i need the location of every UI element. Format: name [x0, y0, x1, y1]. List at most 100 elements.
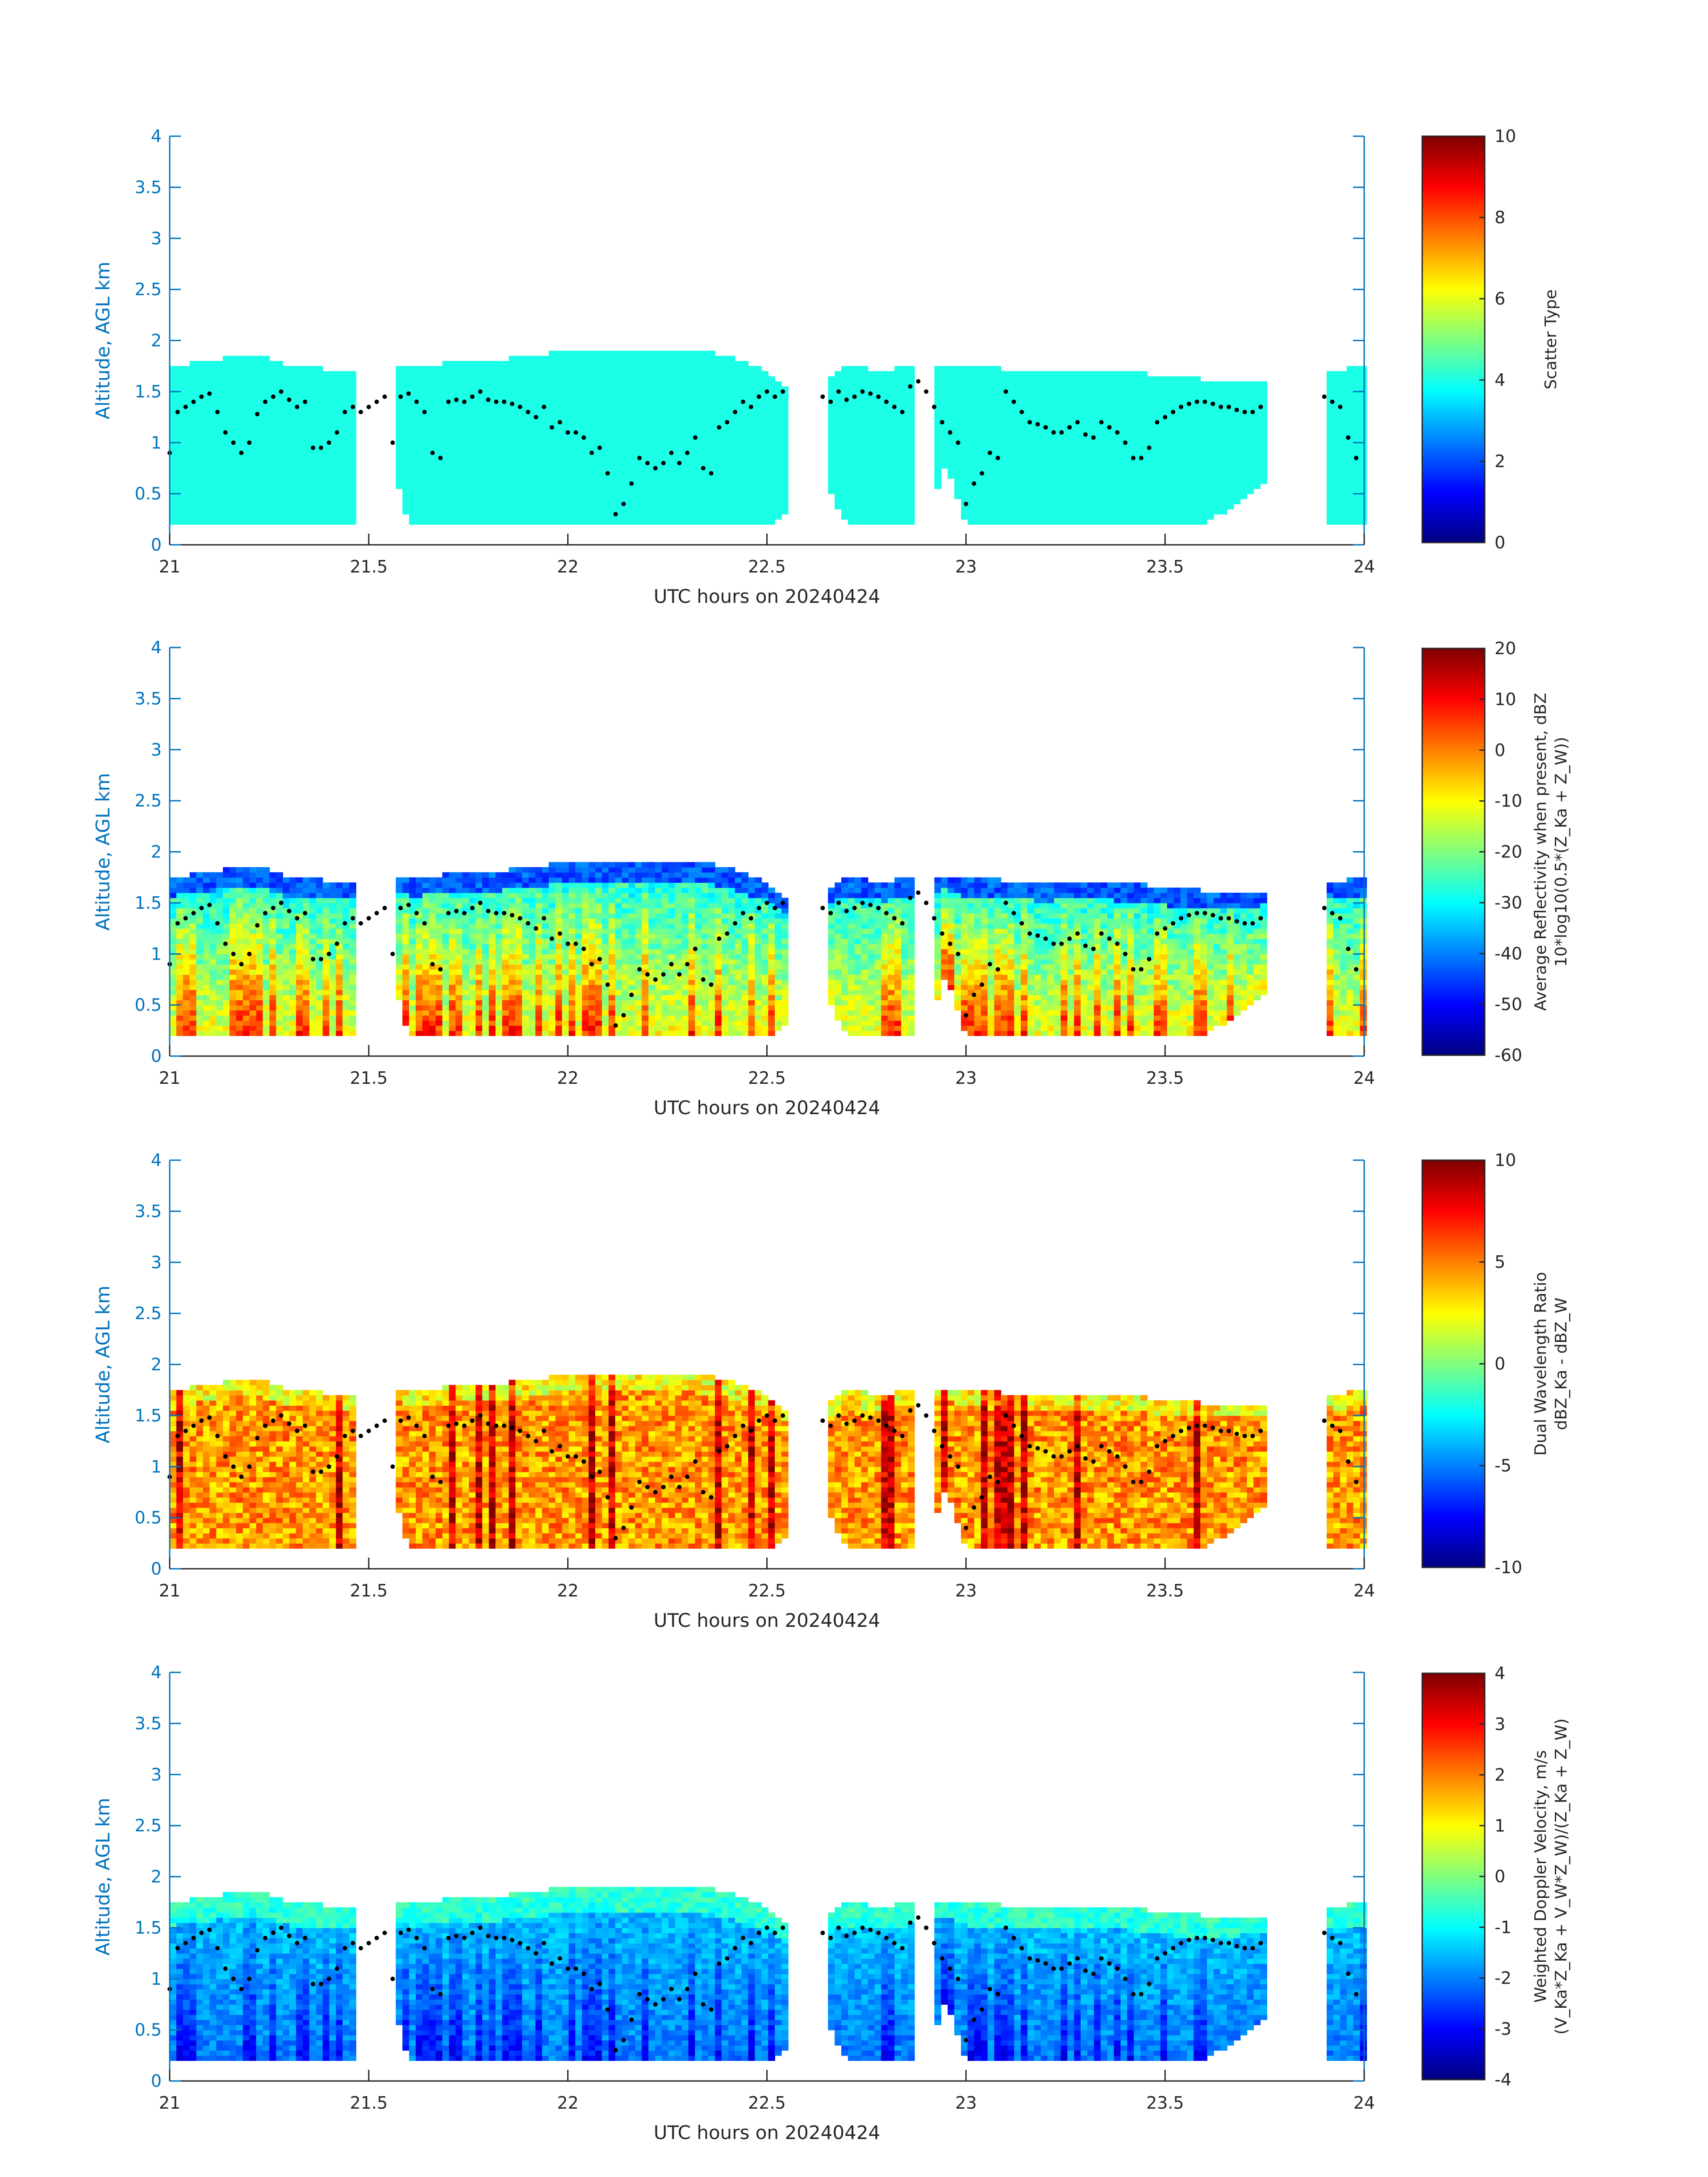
colorbar-swatch [1422, 1826, 1485, 1829]
x-tick-label: 22.5 [748, 1068, 786, 1088]
boundary-dot [1115, 430, 1119, 435]
colorbar-swatch [1422, 727, 1485, 730]
boundary-dot [175, 921, 180, 926]
colorbar-swatch [1422, 1283, 1485, 1286]
y-tick-label: 2.5 [135, 1304, 162, 1323]
colorbar-swatch [1422, 808, 1485, 811]
colorbar-swatch [1422, 770, 1485, 774]
boundary-dot [367, 1429, 371, 1433]
colorbar-swatch [1422, 1469, 1485, 1473]
colorbar-swatch [1422, 1262, 1485, 1266]
colorbar-swatch [1422, 1191, 1485, 1194]
boundary-dot [956, 952, 960, 956]
boundary-dot [581, 435, 586, 440]
boundary-dot [1322, 394, 1327, 399]
colorbar-swatch [1422, 316, 1485, 319]
boundary-dot [868, 1415, 873, 1420]
boundary-dot [359, 921, 363, 926]
boundary-dot [653, 977, 658, 982]
colorbar-swatch [1422, 1897, 1485, 1901]
boundary-dot [629, 481, 634, 486]
colorbar-swatch [1422, 1323, 1485, 1327]
colorbar-swatch [1422, 744, 1485, 747]
boundary-dot [192, 1936, 196, 1940]
boundary-dot [677, 1997, 681, 2002]
colorbar-swatch [1422, 1985, 1485, 1989]
boundary-dot [390, 1464, 395, 1469]
boundary-dot [1083, 1968, 1088, 1973]
y-tick-label: 3.5 [135, 689, 162, 708]
boundary-dot [430, 1475, 435, 1479]
boundary-dot [606, 1495, 610, 1500]
boundary-dot [916, 379, 920, 384]
boundary-dot [295, 916, 299, 920]
boundary-dot [908, 1408, 913, 1412]
colorbar-swatch [1422, 2035, 1485, 2039]
colorbar-tick-label: 8 [1495, 208, 1505, 227]
boundary-dot [852, 1930, 857, 1935]
colorbar-swatch [1422, 221, 1485, 225]
boundary-dot [184, 1941, 188, 1945]
boundary-dot [383, 394, 387, 399]
boundary-dot [1027, 1444, 1032, 1449]
boundary-dot [932, 1941, 936, 1945]
y-tick-label: 3 [151, 740, 162, 760]
colorbar-tick-label: 2 [1495, 451, 1505, 471]
colorbar-swatch [1422, 336, 1485, 339]
colorbar-swatch [1422, 740, 1485, 744]
colorbar-swatch [1422, 1483, 1485, 1486]
boundary-dot [375, 1424, 379, 1428]
colorbar-swatch [1422, 1517, 1485, 1520]
colorbar-swatch [1422, 998, 1485, 1001]
colorbar-tick-label: -2 [1495, 1968, 1512, 1988]
boundary-dot [709, 471, 714, 476]
boundary-dot [1059, 1454, 1064, 1458]
colorbar-swatch [1422, 1038, 1485, 1042]
boundary-dot [1115, 941, 1119, 946]
boundary-dot [693, 947, 697, 951]
colorbar-swatch [1422, 1701, 1485, 1704]
colorbar-tick-label: 4 [1495, 370, 1505, 390]
colorbar-swatch [1422, 353, 1485, 356]
boundary-dot [741, 1424, 745, 1428]
x-tick-label: 21 [159, 557, 180, 577]
boundary-dot [820, 394, 825, 399]
x-tick-label: 22.5 [748, 1581, 786, 1600]
colorbar-swatch [1422, 872, 1485, 876]
colorbar-swatch [1422, 492, 1485, 495]
boundary-dot [972, 993, 976, 997]
boundary-dot [375, 911, 379, 915]
boundary-dot [661, 461, 666, 465]
colorbar-tick-label: -60 [1495, 1045, 1522, 1065]
boundary-dot [1036, 1958, 1040, 1963]
colorbar-swatch [1422, 272, 1485, 275]
boundary-dot [677, 972, 681, 977]
boundary-dot [207, 903, 212, 907]
colorbar-swatch [1422, 1537, 1485, 1541]
y-tick-label: 2 [151, 1867, 162, 1887]
colorbar-swatch [1422, 832, 1485, 835]
boundary-dot [693, 1972, 697, 1976]
colorbar-swatch [1422, 444, 1485, 448]
boundary-dot [566, 430, 570, 435]
colorbar-swatch [1422, 529, 1485, 533]
boundary-dot [438, 1992, 443, 1997]
boundary-dot [717, 936, 722, 941]
boundary-dot [574, 1454, 578, 1458]
boundary-dot [1195, 1424, 1199, 1428]
boundary-dot [1139, 456, 1144, 460]
boundary-dot [1243, 1946, 1247, 1951]
colorbar-swatch [1422, 899, 1485, 903]
boundary-dot [1211, 1425, 1215, 1430]
colorbar-swatch [1422, 1958, 1485, 1961]
colorbar-swatch [1422, 309, 1485, 313]
colorbar-swatch [1422, 903, 1485, 906]
colorbar-swatch [1422, 848, 1485, 852]
colorbar-swatch [1422, 438, 1485, 441]
colorbar-swatch [1422, 1449, 1485, 1452]
y-tick-label: 3.5 [135, 1713, 162, 1733]
x-axis-label: UTC hours on 20240424 [654, 1097, 881, 1119]
boundary-dot [518, 1941, 522, 1945]
colorbar-swatch [1422, 1832, 1485, 1836]
